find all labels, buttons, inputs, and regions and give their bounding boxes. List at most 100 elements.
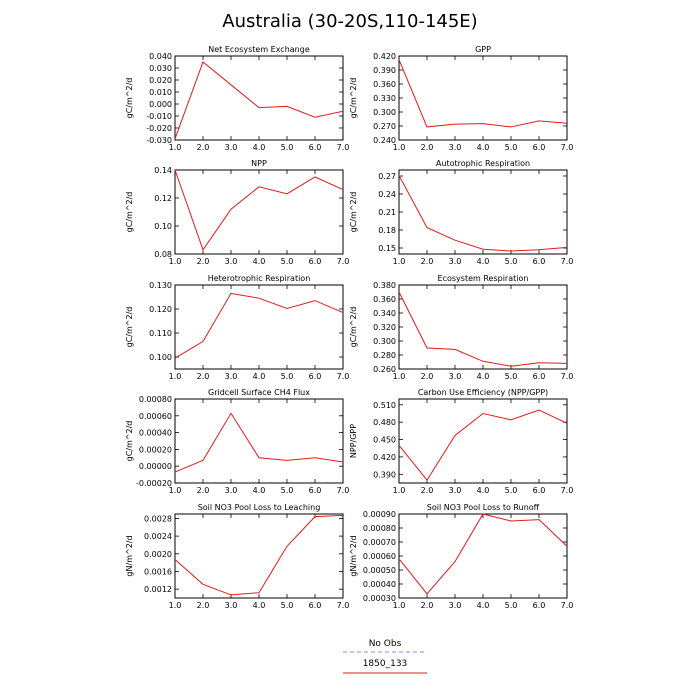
x-tick-label: 1.0 <box>169 486 182 495</box>
x-tick-label: 6.0 <box>309 486 322 495</box>
y-tick-label: 0.21 <box>378 208 396 217</box>
x-tick-label: 6.0 <box>309 601 322 610</box>
x-tick-label: 4.0 <box>477 601 490 610</box>
x-tick-label: 5.0 <box>505 601 518 610</box>
y-tick-label: 0.00040 <box>363 580 396 589</box>
x-tick-label: 2.0 <box>197 143 210 152</box>
series-line-1 <box>398 59 568 128</box>
y-tick-label: 0.24 <box>378 190 396 199</box>
plot-frame <box>398 284 568 370</box>
series-line-1 <box>174 514 344 596</box>
x-tick-label: 4.0 <box>477 486 490 495</box>
panel-title: Ecosystem Respiration <box>438 274 529 283</box>
y-tick-label: 0.00000 <box>139 462 172 471</box>
x-tick-label: 6.0 <box>309 143 322 152</box>
panel-3: NPP gC/m^2/d 1.0 2.0 3.0 4.0 5.0 6.0 7.0 0.08 0.10… <box>125 159 349 266</box>
y-tick-label: 0.00060 <box>139 412 172 421</box>
plot-frame <box>174 284 344 370</box>
y-tick-label: 0.360 <box>373 80 396 89</box>
x-tick-label: 7.0 <box>337 143 350 152</box>
panel-title: Autotrophic Respiration <box>436 159 530 168</box>
y-tick-label: 0.360 <box>373 295 396 304</box>
series-line-1 <box>174 169 344 251</box>
x-tick-label: 4.0 <box>253 143 266 152</box>
x-tick-label: 4.0 <box>253 486 266 495</box>
y-tick-label: 0.450 <box>373 436 396 445</box>
panel-1: Net Ecosystem Exchange gC/m^2/d 1.0 2.0 3.0 4… <box>125 45 349 152</box>
x-tick-label: 5.0 <box>281 143 294 152</box>
x-tick-label: 3.0 <box>225 486 238 495</box>
y-tick-label: 0.15 <box>378 244 396 253</box>
y-tick-label: 0.260 <box>373 365 396 374</box>
x-tick-label: 3.0 <box>449 372 462 381</box>
y-tick-label: 0.27 <box>378 172 396 181</box>
y-tick-label: 0.320 <box>373 323 396 332</box>
x-tick-label: 7.0 <box>337 372 350 381</box>
y-tick-label: 0.010 <box>149 88 172 97</box>
x-tick-label: 1.0 <box>169 257 182 266</box>
y-tick-label: 0.14 <box>154 166 172 175</box>
y-axis-label: gC/m^2/d <box>349 78 358 119</box>
x-tick-label: 3.0 <box>225 601 238 610</box>
y-tick-label: 0.0012 <box>144 585 172 594</box>
panel-title: Gridcell Surface CH4 Flux <box>208 388 310 397</box>
x-tick-label: 7.0 <box>337 257 350 266</box>
x-tick-label: 2.0 <box>197 486 210 495</box>
panel-title: GPP <box>475 45 491 54</box>
y-tick-label: 0.18 <box>378 226 396 235</box>
x-tick-label: 3.0 <box>225 372 238 381</box>
y-tick-label: 0.0024 <box>144 532 172 541</box>
x-tick-label: 7.0 <box>561 486 574 495</box>
panel-title: Net Ecosystem Exchange <box>208 45 310 54</box>
series-line-1 <box>174 412 344 473</box>
y-tick-label: 0.420 <box>373 453 396 462</box>
panel-5: Heterotrophic Respiration gC/m^2/d 1.0 2.0 3… <box>125 274 349 381</box>
y-tick-label: 0.00040 <box>139 429 172 438</box>
y-tick-label: 0.00070 <box>363 538 396 547</box>
x-tick-label: 6.0 <box>533 257 546 266</box>
series-line-1 <box>398 513 568 595</box>
x-tick-label: 5.0 <box>281 372 294 381</box>
x-tick-label: 3.0 <box>449 601 462 610</box>
y-tick-label: -0.020 <box>146 124 172 133</box>
y-tick-label: 0.120 <box>149 305 172 314</box>
panel-title: Heterotrophic Respiration <box>208 274 311 283</box>
y-tick-label: 0.240 <box>373 136 396 145</box>
y-tick-label: -0.010 <box>146 112 172 121</box>
y-axis-label: gC/m^2/d <box>125 307 134 348</box>
series-line-1 <box>174 61 344 139</box>
panel-title: Carbon Use Efficiency (NPP/GPP) <box>418 388 548 397</box>
y-tick-label: 0.00090 <box>363 510 396 519</box>
y-tick-label: 0.480 <box>373 418 396 427</box>
x-tick-label: 1.0 <box>393 372 406 381</box>
panel-10: Soil NO3 Pool Loss to Runoff gN/m^2/d 1.0 2… <box>349 503 573 610</box>
plot-frame <box>174 398 344 484</box>
y-tick-label: 0.00020 <box>139 445 172 454</box>
x-tick-label: 6.0 <box>533 372 546 381</box>
x-tick-label: 1.0 <box>393 601 406 610</box>
x-tick-label: 1.0 <box>393 486 406 495</box>
x-tick-label: 4.0 <box>253 257 266 266</box>
x-tick-label: 2.0 <box>197 601 210 610</box>
y-axis-label: gC/m^2/d <box>125 78 134 119</box>
x-tick-label: 5.0 <box>505 143 518 152</box>
series-line-1 <box>174 292 344 359</box>
x-tick-label: 4.0 <box>477 143 490 152</box>
x-tick-label: 3.0 <box>225 257 238 266</box>
panel-grid: Net Ecosystem Exchange gC/m^2/d 1.0 2.0 3.0 4… <box>125 45 573 610</box>
x-tick-label: 6.0 <box>533 486 546 495</box>
x-tick-label: 4.0 <box>253 601 266 610</box>
y-axis-label: gC/m^2/d <box>125 192 134 233</box>
y-tick-label: 0.390 <box>373 470 396 479</box>
panel-title: Soil NO3 Pool Loss to Leaching <box>198 503 321 512</box>
x-tick-label: 5.0 <box>505 372 518 381</box>
x-tick-label: 7.0 <box>337 486 350 495</box>
x-tick-label: 2.0 <box>421 486 434 495</box>
y-tick-label: -0.00020 <box>136 479 172 488</box>
series-line-1 <box>398 409 568 481</box>
x-tick-label: 3.0 <box>225 143 238 152</box>
x-tick-label: 2.0 <box>197 372 210 381</box>
x-tick-label: 5.0 <box>505 257 518 266</box>
y-tick-label: 0.100 <box>149 353 172 362</box>
